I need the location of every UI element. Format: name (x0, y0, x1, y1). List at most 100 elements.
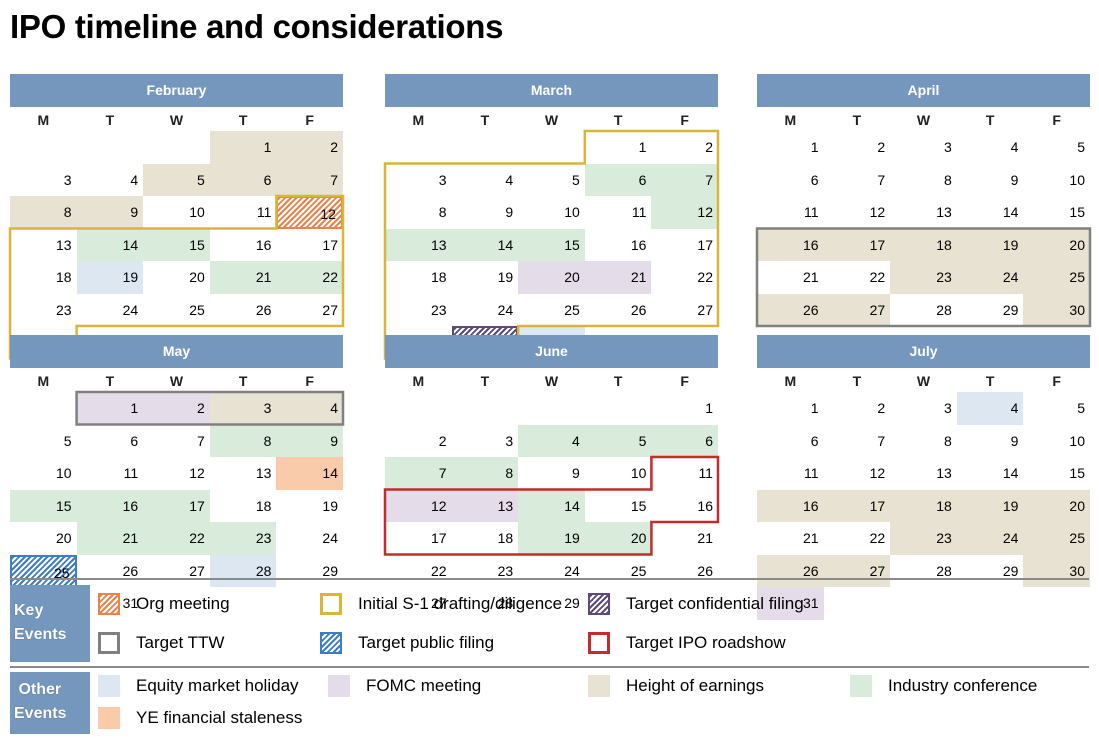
day-cell: 28 (936, 562, 952, 579)
day-cell: 27 (431, 595, 447, 611)
key-events-label: Key Events (10, 585, 90, 662)
legend-swatch (98, 707, 120, 729)
legend-label: FOMC meeting (366, 676, 482, 695)
legend-swatch (98, 675, 120, 697)
day-cell: 24 (956, 522, 1024, 555)
weekday-label: W (916, 373, 931, 389)
day-cell: 7 (385, 457, 452, 490)
weekday-label: T (985, 373, 995, 389)
day-cell: 17 (431, 530, 447, 546)
legend-swatch (588, 632, 610, 654)
day-cell: 4 (505, 171, 514, 188)
legend-label: YE financial staleness (136, 708, 303, 727)
day-cell: 4 (276, 392, 343, 425)
weekday-label: T (613, 112, 623, 128)
day-cell: 24 (564, 562, 580, 579)
legend-swatch (588, 675, 610, 697)
day-cell: 1 (810, 400, 819, 416)
day-cell: 2 (877, 400, 886, 416)
day-cell: 17 (143, 489, 210, 522)
day-cell: 28 (936, 301, 952, 318)
day-cell: 24 (122, 301, 139, 318)
day-cell: 27 (322, 301, 338, 318)
day-cell: 22 (697, 269, 713, 285)
day-cell: 24 (497, 301, 514, 318)
day-cell: 7 (877, 432, 886, 449)
weekday-label: T (105, 112, 115, 128)
day-cell: 2 (705, 139, 713, 155)
day-cell: 15 (518, 228, 585, 261)
month-header: June (385, 335, 718, 368)
day-cell: 7 (651, 163, 718, 196)
weekday-label: F (1052, 373, 1061, 389)
day-cell: 24 (956, 261, 1024, 294)
day-cell: 11 (804, 465, 819, 481)
day-cell: 8 (943, 171, 952, 188)
day-cell: 28 (209, 554, 277, 587)
day-cell: 20 (518, 261, 585, 294)
day-cell: 3 (63, 171, 72, 188)
day-cell: 18 (890, 228, 957, 261)
day-cell: 8 (438, 204, 447, 220)
day-cell: 14 (1002, 204, 1019, 220)
legend-label: Org meeting (136, 594, 230, 613)
day-cell: 26 (630, 301, 647, 318)
day-cell: 5 (63, 432, 72, 449)
day-cell: 7 (877, 171, 886, 188)
day-cell: 30 (1023, 293, 1090, 326)
day-cell: 20 (56, 530, 72, 546)
weekday-label: T (985, 112, 995, 128)
day-cell: 1 (705, 400, 713, 416)
day-cell: 19 (322, 497, 338, 514)
day-cell: 29 (1002, 562, 1019, 579)
day-cell: 25 (564, 301, 580, 318)
legend-swatch (320, 593, 342, 615)
month-header: April (757, 74, 1090, 107)
day-cell: 6 (130, 432, 139, 449)
weekday-label: T (852, 373, 862, 389)
day-cell: 5 (1077, 139, 1085, 155)
day-cell: 23 (56, 301, 72, 318)
day-cell: 16 (757, 489, 824, 522)
day-cell: 10 (189, 204, 205, 220)
day-cell: 22 (276, 261, 343, 294)
day-cell: 10 (564, 204, 580, 220)
day-cell: 2 (438, 432, 447, 449)
calendar-april: April M T W T F 1 2 3 4 5 6 7 8 9 10 11 12 13 14 15 16 17 18 19 2… (755, 74, 1092, 328)
day-cell: 17 (322, 236, 338, 253)
day-cell: 15 (1069, 465, 1085, 481)
weekday-label: M (37, 373, 50, 389)
day-cell: 11 (631, 204, 647, 220)
day-cell: 22 (431, 562, 447, 579)
day-cell: 26 (757, 293, 824, 326)
day-cell: 9 (1010, 432, 1019, 449)
day-cell: 1 (638, 139, 647, 155)
day-cell: 14 (276, 457, 343, 490)
weekday-label: M (784, 112, 797, 128)
weekday-label: M (37, 112, 50, 128)
calendar-may: May M T W T F 1 2 3 4 5 6 7 8 9 10 11 12 13 14 15 16 17 18 19 20 2… (10, 335, 345, 611)
day-cell: 18 (431, 269, 447, 285)
legend-swatch (320, 632, 342, 654)
day-cell: 18 (255, 497, 272, 514)
day-cell: 6 (584, 163, 652, 196)
legend-label: Industry conference (888, 676, 1038, 695)
day-cell: 12 (651, 196, 718, 229)
weekday-label: F (305, 373, 314, 389)
weekday-label: F (680, 112, 689, 128)
day-cell: 22 (143, 522, 210, 555)
legend-swatch (850, 675, 872, 697)
day-cell: 16 (757, 228, 824, 261)
weekday-label: T (613, 373, 623, 389)
day-cell: 29 (322, 562, 338, 579)
legend-label: Target IPO roadshow (626, 633, 786, 652)
day-cell: 8 (10, 196, 77, 229)
day-cell: 3 (209, 392, 277, 425)
day-cell: 12 (869, 465, 886, 481)
day-cell: 22 (869, 530, 886, 546)
day-cell: 28 (497, 595, 514, 611)
day-cell: 26 (697, 562, 713, 579)
day-cell: 8 (209, 424, 277, 457)
weekday-label: T (852, 112, 862, 128)
day-cell: 14 (1002, 465, 1019, 481)
